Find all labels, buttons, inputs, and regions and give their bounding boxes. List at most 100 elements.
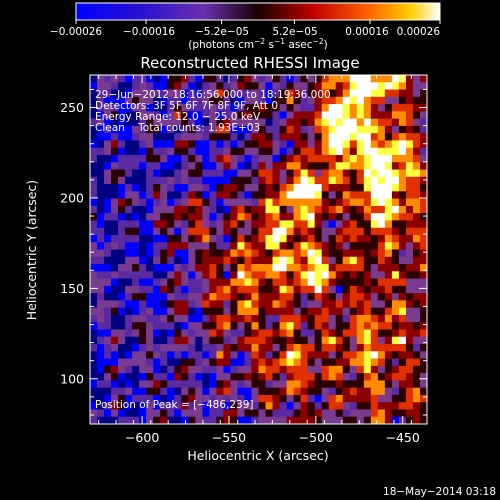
heatmap-cell xyxy=(342,394,351,403)
heatmap-cell xyxy=(195,416,203,424)
heatmap-cell xyxy=(167,409,175,418)
heatmap-cell xyxy=(398,133,407,142)
heatmap-cell xyxy=(251,111,260,120)
heatmap-cell xyxy=(300,264,309,272)
heatmap-cell xyxy=(335,249,344,258)
heatmap-cell xyxy=(349,307,358,316)
heatmap-cell xyxy=(237,184,246,192)
heatmap-cell xyxy=(244,147,253,156)
heatmap-cell xyxy=(258,409,267,418)
heatmap-cell xyxy=(258,322,267,331)
heatmap-cell xyxy=(230,227,239,236)
heatmap-cell xyxy=(167,191,175,200)
heatmap-cell xyxy=(223,409,232,418)
heatmap-cell xyxy=(118,213,126,222)
heatmap-cell xyxy=(279,380,288,389)
heatmap-cell xyxy=(265,380,274,389)
heatmap-cell xyxy=(251,205,260,214)
heatmap-cell xyxy=(153,293,161,301)
heatmap-cell xyxy=(118,82,126,91)
heatmap-cell xyxy=(104,314,112,323)
heatmap-cell xyxy=(132,176,140,185)
heatmap-cell xyxy=(132,184,140,192)
heatmap-cell xyxy=(237,307,246,316)
heatmap-cell xyxy=(272,154,281,163)
heatmap-cell xyxy=(377,82,386,91)
heatmap-cell xyxy=(111,147,119,156)
heatmap-cell xyxy=(97,300,105,309)
heatmap-cell xyxy=(300,111,309,120)
heatmap-cell xyxy=(391,96,400,105)
heatmap-cell xyxy=(111,249,119,258)
heatmap-cell xyxy=(370,75,379,83)
heatmap-cell xyxy=(342,75,351,83)
heatmap-cell xyxy=(405,191,414,200)
heatmap-cell xyxy=(195,242,203,251)
heatmap-cell xyxy=(251,169,260,178)
heatmap-cell xyxy=(412,271,421,280)
heatmap-cell xyxy=(279,147,288,156)
heatmap-cell xyxy=(90,394,98,403)
heatmap-cell xyxy=(90,75,98,83)
heatmap-cell xyxy=(384,82,393,91)
heatmap-cell xyxy=(118,154,126,163)
heatmap-cell xyxy=(286,198,295,207)
heatmap-cell xyxy=(377,125,386,134)
heatmap-cell xyxy=(97,336,105,345)
heatmap-cell xyxy=(405,293,414,301)
heatmap-cell xyxy=(167,307,175,316)
heatmap-cell xyxy=(97,387,105,396)
heatmap-cell xyxy=(216,118,224,127)
heatmap-cell xyxy=(181,293,189,301)
heatmap-cell xyxy=(391,322,400,331)
heatmap-cell xyxy=(90,184,98,192)
heatmap-cell xyxy=(223,329,232,338)
heatmap-cell xyxy=(314,409,323,418)
heatmap-cell xyxy=(419,125,427,134)
heatmap-cell xyxy=(153,205,161,214)
heatmap-cell xyxy=(279,293,288,301)
heatmap-cell xyxy=(237,227,246,236)
heatmap-cell xyxy=(97,169,105,178)
heatmap-cell xyxy=(90,154,98,163)
heatmap-cell xyxy=(307,314,316,323)
heatmap-cell xyxy=(293,336,302,345)
heatmap-cell xyxy=(160,96,168,105)
heatmap-cell xyxy=(328,191,337,200)
heatmap-cell xyxy=(356,191,365,200)
heatmap-cell xyxy=(293,416,302,424)
heatmap-cell xyxy=(391,162,400,171)
heatmap-cell xyxy=(146,256,154,265)
heatmap-cell xyxy=(279,220,288,229)
heatmap-cell xyxy=(293,184,302,192)
heatmap-cell xyxy=(391,111,400,120)
heatmap-cell xyxy=(356,365,365,374)
heatmap-cell xyxy=(160,242,168,251)
heatmap-cell xyxy=(314,184,323,192)
heatmap-cell xyxy=(265,176,274,185)
heatmap-cell xyxy=(111,387,119,396)
heatmap-cell xyxy=(167,169,175,178)
heatmap-cell xyxy=(370,380,379,389)
heatmap-cell xyxy=(370,402,379,411)
heatmap-cell xyxy=(377,184,386,192)
heatmap-cell xyxy=(335,314,344,323)
heatmap-cell xyxy=(195,147,203,156)
heatmap-cell xyxy=(265,234,274,243)
heatmap-cell xyxy=(230,380,239,389)
heatmap-cell xyxy=(153,154,161,163)
heatmap-cell xyxy=(90,402,98,411)
heatmap-cell xyxy=(321,82,330,91)
heatmap-cell xyxy=(272,293,281,301)
heatmap-cell xyxy=(90,264,98,272)
heatmap-cell xyxy=(279,234,288,243)
heatmap-cell xyxy=(286,118,295,127)
heatmap-cell xyxy=(342,89,351,98)
heatmap-cell xyxy=(349,75,358,83)
heatmap-cell xyxy=(258,162,267,171)
heatmap-cell xyxy=(384,329,393,338)
heatmap-cell xyxy=(118,271,126,280)
heatmap-cell xyxy=(321,198,330,207)
heatmap-cell xyxy=(111,271,119,280)
heatmap-cell xyxy=(202,242,210,251)
